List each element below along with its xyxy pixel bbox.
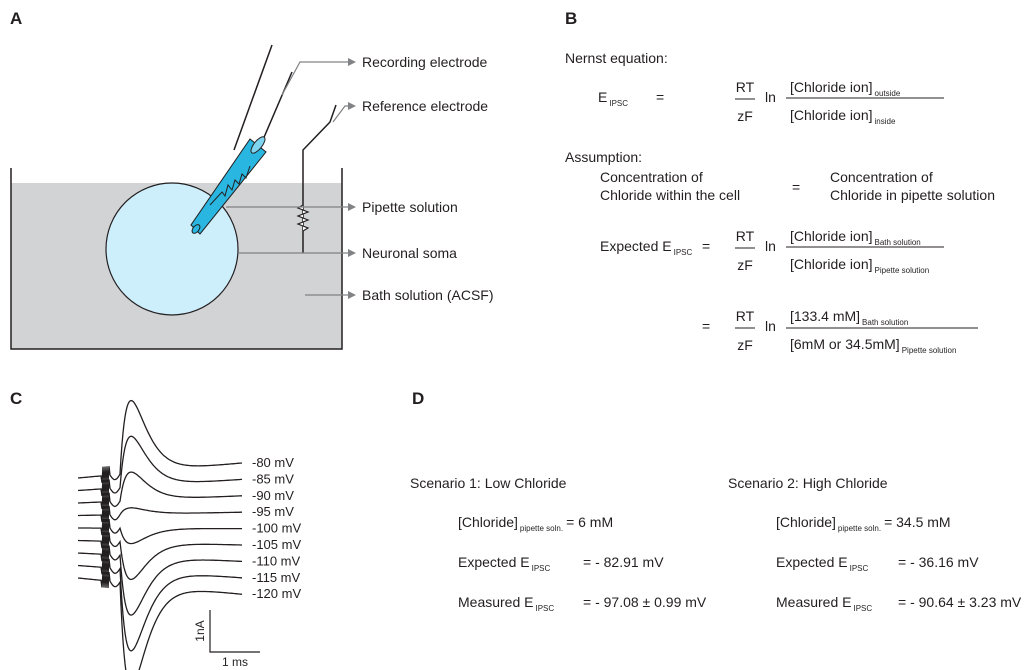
arrowhead — [348, 203, 356, 211]
scale-label: 1 ms — [222, 655, 248, 669]
beaker-diagram — [11, 45, 342, 349]
text: Expected E — [458, 554, 530, 570]
equals: = — [702, 238, 710, 254]
callout-line — [282, 62, 350, 95]
subscript: Pipette solution — [902, 346, 957, 355]
subscript: outside — [875, 89, 901, 98]
value: = - 36.16 mV — [898, 554, 979, 570]
rt: RT — [736, 79, 755, 95]
electrode-wire — [234, 45, 272, 150]
text: Measured E — [458, 594, 533, 610]
value: = - 90.64 ± 3.23 mV — [898, 594, 1022, 610]
heading: Nernst equation: — [565, 50, 668, 66]
trace-label: -115 mV — [252, 570, 300, 585]
scenario-title: Scenario 2: High Chloride — [728, 475, 888, 491]
subscript: IPSC — [674, 248, 693, 257]
subscript: Bath solution — [862, 318, 908, 327]
heading: Assumption: — [565, 149, 642, 165]
text: [Chloride] — [776, 514, 836, 530]
text: Chloride within the cell — [600, 187, 740, 203]
current-trace — [78, 401, 242, 483]
scenario-title: Scenario 1: Low Chloride — [410, 475, 567, 491]
current-trace — [78, 436, 242, 496]
subscript: pipette soln. — [520, 524, 563, 533]
current-trace — [78, 572, 242, 670]
text: Expected E — [600, 238, 672, 254]
callout-label: Bath solution (ACSF) — [362, 287, 494, 303]
text: Expected E — [776, 554, 848, 570]
value: = 6 mM — [566, 514, 613, 530]
arrowhead — [348, 102, 356, 110]
arrowhead — [348, 291, 356, 299]
subscript: IPSC — [853, 604, 872, 613]
text: [Chloride ion] — [790, 79, 873, 95]
value: = - 82.91 mV — [583, 554, 664, 570]
trace-label: -110 mV — [252, 553, 300, 568]
text: [6mM or 34.5mM] — [790, 336, 900, 352]
rt: RT — [736, 228, 755, 244]
text: Concentration of — [600, 169, 703, 185]
callout-label: Reference electrode — [362, 98, 488, 114]
subscript: inside — [875, 117, 896, 126]
subscript: Bath solution — [875, 238, 921, 247]
trace-label: -85 mV — [252, 471, 294, 486]
zf: zF — [737, 108, 753, 124]
fraction-bars — [735, 98, 978, 328]
callout-label: Pipette solution — [362, 199, 458, 215]
value: = 34.5 mM — [884, 514, 951, 530]
subscript: Pipette solution — [875, 266, 930, 275]
arrowhead — [348, 249, 356, 257]
text: Measured E — [776, 594, 851, 610]
trace-label: -80 mV — [252, 455, 294, 470]
subscript: IPSC — [532, 564, 551, 573]
current-traces — [78, 401, 242, 670]
callout-label: Recording electrode — [362, 54, 488, 70]
scale-bar — [210, 610, 260, 652]
text: [Chloride ion] — [790, 107, 873, 123]
panel-label: B — [565, 9, 577, 28]
text: Concentration of — [830, 169, 933, 185]
panel-label: D — [412, 389, 424, 408]
text: E — [598, 89, 607, 105]
scale-label: 1nA — [193, 620, 207, 641]
figure: A Recording electrode Reference electrode P… — [0, 0, 1033, 670]
subscript: pipette soln. — [838, 524, 881, 533]
rt: RT — [736, 308, 755, 324]
panel-label: C — [10, 389, 22, 408]
subscript: IPSC — [850, 564, 869, 573]
text: [Chloride ion] — [790, 228, 873, 244]
ln: ln — [765, 318, 776, 334]
equals: = — [702, 318, 710, 334]
ln: ln — [765, 238, 776, 254]
panel-label: A — [10, 9, 22, 28]
trace-label: -120 mV — [252, 586, 301, 601]
arrowhead — [348, 58, 356, 66]
zf: zF — [737, 337, 753, 353]
subscript: IPSC — [535, 604, 554, 613]
text: [Chloride ion] — [790, 256, 873, 272]
trace-label: -100 mV — [252, 521, 301, 536]
ln: ln — [765, 89, 776, 105]
text: [Chloride] — [458, 514, 518, 530]
subscript: IPSC — [609, 99, 628, 108]
text: [133.4 mM] — [790, 308, 860, 324]
arrowheads — [348, 58, 356, 299]
trace-label: -105 mV — [252, 537, 301, 552]
trace-label: -90 mV — [252, 488, 294, 503]
callout-label: Neuronal soma — [362, 245, 457, 261]
value: = - 97.08 ± 0.99 mV — [583, 594, 707, 610]
trace-label: -95 mV — [252, 504, 294, 519]
equals: = — [792, 179, 800, 195]
text: Chloride in pipette solution — [830, 187, 995, 203]
zf: zF — [737, 257, 753, 273]
equals: = — [656, 89, 664, 105]
